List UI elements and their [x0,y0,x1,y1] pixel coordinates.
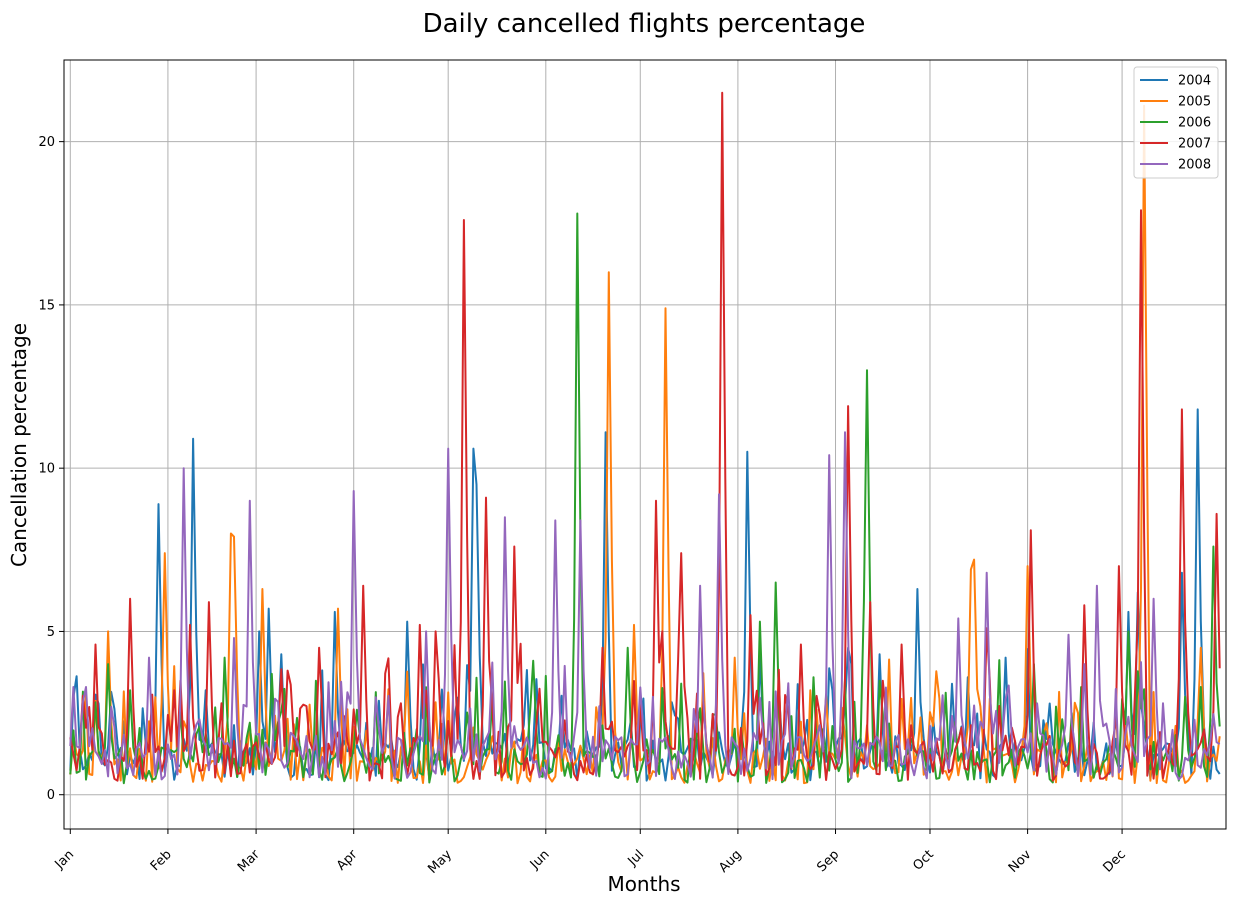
x-tick-label: Jun [527,847,553,873]
y-tick-label: 15 [38,298,55,313]
legend-label: 2007 [1178,137,1211,152]
x-tick-label: Sep [814,847,842,875]
series-line-2005 [69,104,1221,785]
x-tick-label: Apr [334,847,361,874]
legend-label: 2004 [1178,74,1211,89]
series-line-2006 [69,212,1221,785]
x-tick-label: Mar [235,847,263,875]
legend: 2004 2005 2006 2007 2008 [1133,66,1219,179]
legend-label: 2008 [1178,158,1211,173]
x-axis-label: Months [607,872,680,896]
x-tick-label: Aug [716,847,745,876]
x-tick-label: Nov [1006,847,1035,876]
plot-frame [63,59,1227,830]
legend-label: 2006 [1178,116,1211,131]
legend-box [1133,66,1219,179]
y-tick-label: 5 [47,625,55,640]
x-tick-label: Jul [625,847,647,869]
series-line-2007 [69,91,1221,782]
y-axis-label: Cancellation percentage [7,323,31,567]
y-tick-label: 20 [38,135,55,150]
x-tick-label: Dec [1101,847,1129,875]
series-lines [69,91,1221,785]
series-line-2008 [69,431,1221,781]
y-tick-label: 0 [47,788,55,803]
y-tick-label: 10 [38,462,55,477]
x-tick-label: Feb [148,847,175,874]
x-tick-label: Oct [910,847,937,874]
x-tick-label: Jan [52,847,77,872]
legend-label: 2005 [1178,95,1211,110]
chart-title: Daily cancelled flights percentage [423,9,866,39]
x-tick-label: May [425,847,455,877]
